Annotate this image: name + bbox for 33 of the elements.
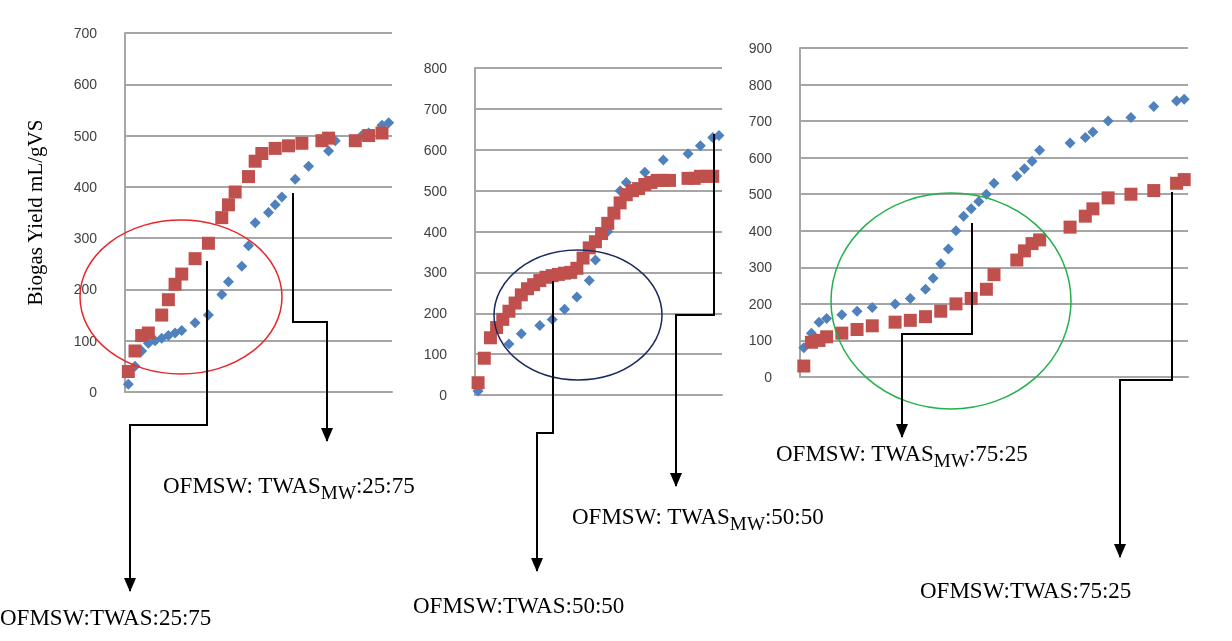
y-tick-label: 0 xyxy=(764,369,773,385)
text: OFMSW:TWAS:75:25 xyxy=(920,577,1132,605)
text: OFMSW: TWAS$_{MW}$:75:25 xyxy=(776,440,1028,473)
y-tick-label: 800 xyxy=(423,60,448,76)
y-tick-label: 200 xyxy=(423,305,448,322)
y-tick-label: 200 xyxy=(748,295,773,312)
y-tick-label: 100 xyxy=(423,346,448,363)
y-tick-label: 500 xyxy=(73,127,98,144)
y-tick-label: 400 xyxy=(748,222,773,239)
y-tick-label: 700 xyxy=(423,100,448,117)
y-tick-label: 500 xyxy=(423,182,448,199)
y-tick-label: 600 xyxy=(748,149,773,166)
y-tick-label: 700 xyxy=(73,25,98,41)
y-tick-label: 300 xyxy=(748,259,773,276)
text: OFMSW:TWAS:50:50 xyxy=(413,592,625,620)
y-tick-label: 600 xyxy=(73,76,98,93)
y-tick-label: 900 xyxy=(748,40,773,56)
y-tick-label: 100 xyxy=(748,332,773,349)
y-axis-title: Biogas Yield mL/gVS xyxy=(22,119,47,306)
text: OFMSW: TWAS$_{MW}$:50:50 xyxy=(572,503,824,536)
y-tick-label: 0 xyxy=(89,384,98,400)
y-tick-label: 600 xyxy=(423,141,448,158)
text: OFMSW: TWAS$_{MW}$:25:75 xyxy=(163,472,415,505)
y-tick-label: 700 xyxy=(748,113,773,130)
y-tick-label: 0 xyxy=(439,387,448,403)
y-tick-label: 500 xyxy=(748,186,773,203)
y-tick-label: 300 xyxy=(423,264,448,281)
y-tick-label: 100 xyxy=(73,332,98,349)
y-tick-label: 800 xyxy=(748,76,773,93)
text: OFMSW:TWAS:25:75 xyxy=(0,604,212,632)
y-tick-label: 400 xyxy=(423,223,448,240)
y-tick-label: 300 xyxy=(73,230,98,247)
y-tick-label: 400 xyxy=(73,178,98,195)
